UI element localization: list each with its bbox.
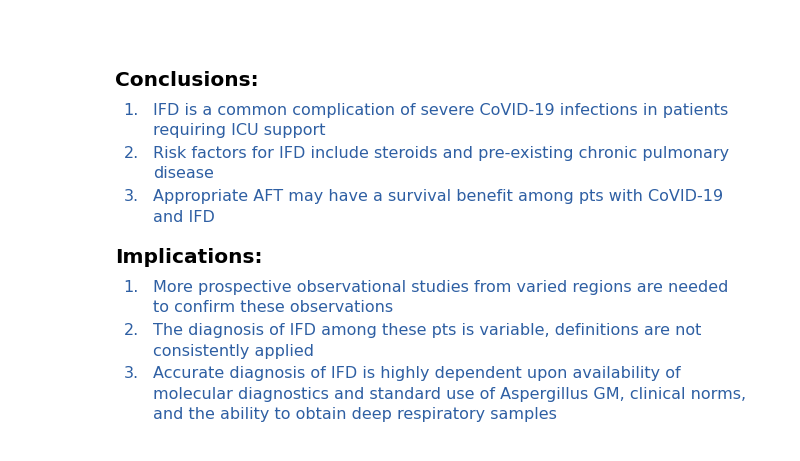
Text: and the ability to obtain deep respiratory samples: and the ability to obtain deep respirato… (153, 408, 557, 422)
Text: disease: disease (153, 166, 214, 182)
Text: requiring ICU support: requiring ICU support (153, 123, 325, 138)
Text: 1.: 1. (123, 280, 139, 295)
Text: 1.: 1. (123, 102, 139, 118)
Text: Conclusions:: Conclusions: (115, 71, 259, 90)
Text: and IFD: and IFD (153, 210, 214, 225)
Text: 2.: 2. (123, 146, 139, 161)
Text: 2.: 2. (123, 323, 139, 338)
Text: Accurate diagnosis of IFD is highly dependent upon availability of: Accurate diagnosis of IFD is highly depe… (153, 366, 680, 381)
Text: Implications:: Implications: (115, 248, 263, 267)
Text: 3.: 3. (123, 189, 138, 204)
Text: to confirm these observations: to confirm these observations (153, 300, 393, 315)
Text: IFD is a common complication of severe CoVID-19 infections in patients: IFD is a common complication of severe C… (153, 102, 728, 118)
Text: Appropriate AFT may have a survival benefit among pts with CoVID-19: Appropriate AFT may have a survival bene… (153, 189, 723, 204)
Text: More prospective observational studies from varied regions are needed: More prospective observational studies f… (153, 280, 728, 295)
Text: The diagnosis of IFD among these pts is variable, definitions are not: The diagnosis of IFD among these pts is … (153, 323, 701, 338)
Text: Risk factors for IFD include steroids and pre-existing chronic pulmonary: Risk factors for IFD include steroids an… (153, 146, 729, 161)
Text: molecular diagnostics and standard use of Aspergillus GM, clinical norms,: molecular diagnostics and standard use o… (153, 387, 746, 402)
Text: 3.: 3. (123, 366, 138, 381)
Text: consistently applied: consistently applied (153, 343, 314, 359)
